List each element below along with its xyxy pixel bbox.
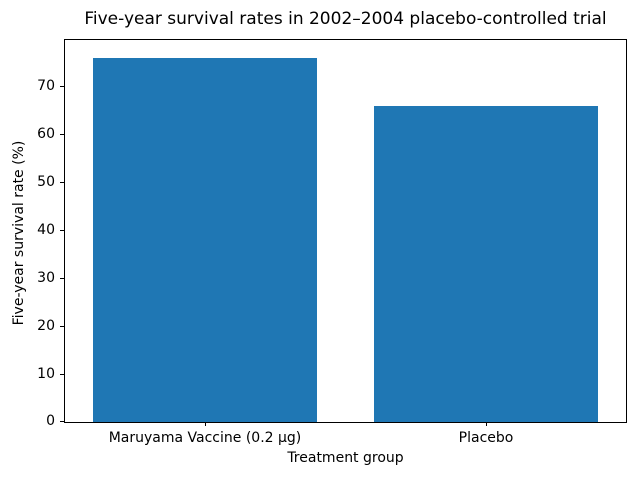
y-tick-mark [60, 86, 64, 87]
plot-area: Maruyama Vaccine (0.2 μg) Placebo 0 10 20 30 4… [37, 39, 627, 446]
y-tick-mark [60, 374, 64, 375]
y-tick-mark [60, 230, 64, 231]
y-tick-label: 0 [46, 413, 55, 429]
y-tick-label: 10 [37, 366, 55, 382]
x-tick-label: Placebo [458, 430, 514, 446]
chart-title: Five-year survival rates in 2002–2004 pl… [84, 9, 607, 29]
x-tick-label: Maruyama Vaccine (0.2 μg) [108, 430, 302, 446]
y-tick-mark [60, 326, 64, 327]
y-tick-label: 20 [37, 318, 55, 334]
y-tick-mark [60, 134, 64, 135]
y-tick-mark [60, 278, 64, 279]
y-tick-label: 60 [37, 126, 55, 142]
y-tick-label: 70 [37, 78, 55, 94]
y-tick-label: 40 [37, 222, 55, 238]
bar [93, 58, 317, 422]
y-tick-label: 30 [37, 270, 55, 286]
y-tick-mark [60, 421, 64, 422]
x-tick-mark [486, 422, 487, 426]
y-tick-label: 50 [37, 174, 55, 190]
y-tick-mark [60, 182, 64, 183]
x-axis-label: Treatment group [287, 450, 404, 466]
x-tick-mark [205, 422, 206, 426]
bar [374, 106, 598, 422]
